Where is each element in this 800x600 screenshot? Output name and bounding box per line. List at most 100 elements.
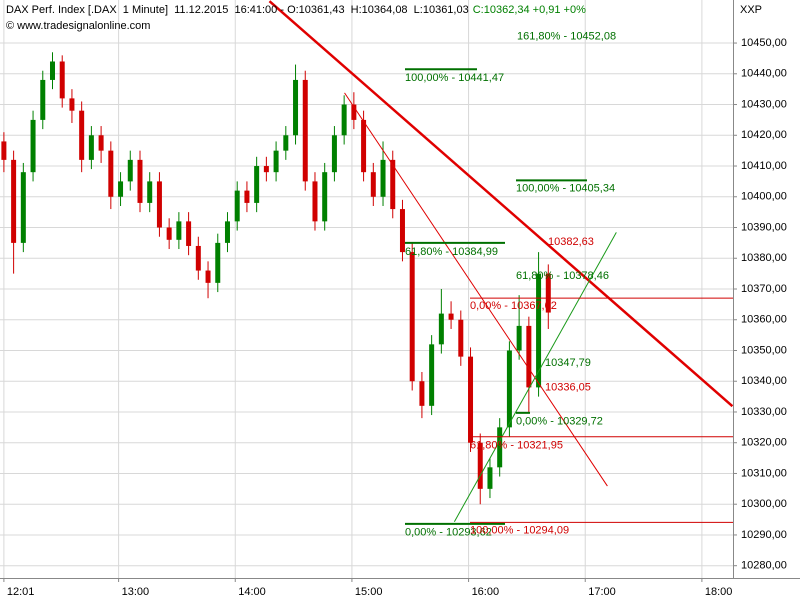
candle-body: [59, 61, 65, 99]
candle-body: [186, 221, 192, 246]
y-tick-label: 10300,00: [741, 498, 787, 510]
candle-body: [176, 221, 182, 240]
fib-label: 0,00% - 10293,62: [405, 527, 492, 539]
source: © www.tradesignalonline.com: [6, 20, 150, 32]
y-tick-label: 10370,00: [741, 283, 787, 295]
fib-label: 100,00% - 10405,34: [516, 182, 615, 194]
fib-label: 0,00% - 10367,02: [470, 300, 557, 312]
candle-body: [438, 313, 444, 345]
candle-body: [49, 61, 55, 80]
candle-body: [302, 79, 308, 182]
candle-body: [322, 172, 328, 222]
candle-body: [166, 227, 172, 240]
x-tick-label: 13:00: [122, 586, 150, 598]
candle-body: [380, 159, 386, 197]
candle-body: [331, 135, 337, 173]
candle-body: [390, 159, 396, 210]
y-tick-label: 10360,00: [741, 314, 787, 326]
candle-body: [147, 181, 153, 203]
trend-line: [344, 92, 608, 487]
candle-body: [429, 344, 435, 406]
candle-body: [351, 104, 357, 120]
candle-body: [263, 166, 269, 173]
candle-body: [526, 325, 532, 388]
candle-body: [195, 245, 201, 271]
x-tick-label: 17:00: [588, 586, 616, 598]
fib-label: 10382,63: [548, 236, 594, 248]
x-tick-label: 15:00: [355, 586, 383, 598]
y-tick-label: 10340,00: [741, 375, 787, 387]
fib-label: 100,00% - 10294,09: [470, 524, 569, 536]
y-tick-label: 10450,00: [741, 37, 787, 49]
y-tick-label: 10380,00: [741, 252, 787, 264]
y-tick-label: 10430,00: [741, 98, 787, 110]
candle-body: [283, 135, 289, 151]
y-tick-label: 10350,00: [741, 344, 787, 356]
candle-body: [108, 150, 114, 197]
candle-body: [20, 172, 26, 243]
candle-body: [234, 190, 240, 222]
fib-label: 61,80% - 10384,99: [405, 246, 498, 258]
x-tick-label: 12:01: [7, 586, 35, 598]
candle-body: [11, 159, 17, 243]
candle-body: [409, 252, 415, 382]
candle-body: [477, 442, 483, 489]
candle-body: [312, 181, 318, 222]
fib-label: 10347,79: [545, 357, 591, 369]
candle-body: [244, 190, 250, 203]
candle-body: [88, 135, 94, 160]
fib-label: 10336,05: [545, 381, 591, 393]
y-axis-label: XXP: [740, 4, 762, 16]
candle-body: [536, 273, 542, 388]
candle-body: [419, 381, 425, 406]
candle-body: [468, 356, 474, 443]
x-tick-label: 16:00: [472, 586, 500, 598]
candle-body: [40, 79, 46, 120]
candle-body: [254, 166, 260, 203]
candle-body: [506, 350, 512, 428]
candle-body: [399, 209, 405, 253]
candle-body: [516, 325, 522, 351]
candle-body: [30, 119, 36, 173]
candle-body: [273, 150, 279, 173]
candle-body: [69, 98, 75, 111]
candle-body: [1, 141, 7, 160]
trend-line: [268, 0, 734, 408]
y-tick-label: 10420,00: [741, 129, 787, 141]
fib-label: 161,80% - 10452,08: [517, 31, 616, 43]
candle-body: [487, 467, 493, 489]
fib-label: 61,80% - 10321,95: [470, 440, 563, 452]
candle-body: [127, 159, 133, 182]
candle-body: [458, 319, 464, 357]
y-tick-label: 10390,00: [741, 221, 787, 233]
x-tick-label: 14:00: [238, 586, 266, 598]
candle-body: [361, 119, 367, 173]
candle-body: [156, 181, 162, 228]
y-tick-label: 10290,00: [741, 529, 787, 541]
candle-body: [448, 313, 454, 320]
y-tick-label: 10320,00: [741, 437, 787, 449]
candle-body: [205, 270, 211, 283]
y-tick-label: 10400,00: [741, 191, 787, 203]
fib-label: 100,00% - 10441,47: [405, 72, 504, 84]
candle-body: [341, 104, 347, 136]
candle-body: [545, 273, 551, 313]
candle-body: [215, 242, 221, 283]
candle-body: [118, 181, 124, 197]
candle-body: [79, 110, 85, 160]
trend-line: [453, 232, 617, 522]
y-tick-label: 10330,00: [741, 406, 787, 418]
fib-label: 61,80% - 10378,46: [516, 270, 609, 282]
fib-label: 0,00% - 10329,72: [516, 416, 603, 428]
y-tick-label: 10410,00: [741, 160, 787, 172]
y-tick-label: 10440,00: [741, 68, 787, 80]
chart-title: DAX Perf. Index [.DAX 1 Minute] 11.12.20…: [6, 4, 469, 16]
y-tick-label: 10280,00: [741, 560, 787, 572]
candle-body: [98, 135, 104, 151]
y-tick-label: 10310,00: [741, 467, 787, 479]
candle-body: [370, 172, 376, 197]
candle-body: [224, 221, 230, 243]
x-tick-label: 18:00: [705, 586, 733, 598]
